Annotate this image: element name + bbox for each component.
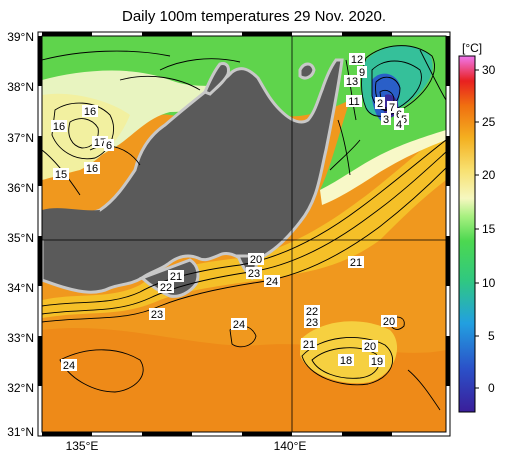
- longitude-labels: 135°E 140°E: [66, 439, 307, 453]
- contour-label: 24: [231, 318, 247, 331]
- svg-text:6: 6: [106, 140, 112, 152]
- lat-label-34: 34°N: [7, 281, 34, 295]
- svg-text:18: 18: [340, 355, 352, 367]
- land-noto: [203, 62, 230, 96]
- svg-text:24: 24: [266, 276, 278, 288]
- frame-ticks-top: [42, 32, 392, 36]
- lat-label-35: 35°N: [7, 231, 34, 245]
- svg-text:24: 24: [63, 360, 75, 372]
- svg-text:4: 4: [396, 119, 402, 131]
- ocean-eddy-east: [300, 321, 398, 384]
- ocean-yellow-band: [42, 130, 446, 318]
- svg-text:16: 16: [86, 163, 98, 175]
- lat-label-39: 39°N: [7, 30, 34, 44]
- svg-text:20: 20: [250, 254, 262, 266]
- map-frame: [37, 31, 451, 437]
- contour-label: 9: [357, 66, 367, 79]
- lat-label-36: 36°N: [7, 181, 34, 195]
- svg-text:16: 16: [53, 121, 65, 133]
- svg-text:21: 21: [170, 271, 182, 283]
- svg-text:7: 7: [389, 102, 395, 114]
- frame-ticks-bottom: [42, 432, 392, 436]
- colorbar-tick-30: 30: [482, 63, 496, 77]
- colorbar-tick-0: 0: [488, 381, 495, 395]
- contour-label: 23: [304, 316, 320, 329]
- colorbar-tick-10: 10: [482, 276, 496, 290]
- svg-text:23: 23: [248, 268, 260, 280]
- latitude-labels: 39°N 38°N 37°N 36°N 35°N 34°N 33°N 32°N …: [7, 30, 34, 439]
- svg-text:3: 3: [383, 114, 389, 126]
- contour-label: 7: [387, 101, 397, 114]
- frame-ticks-right: [446, 36, 450, 386]
- contour-label: 23: [149, 308, 165, 321]
- contour-label: 20: [248, 253, 264, 266]
- ocean-coastal-pale: [320, 130, 446, 205]
- svg-text:20: 20: [383, 316, 395, 328]
- land-sado: [298, 62, 316, 80]
- land-west: [42, 208, 100, 240]
- svg-text:22: 22: [306, 306, 318, 318]
- contour-label: 11: [346, 95, 362, 108]
- lat-label-31: 31°N: [7, 425, 34, 439]
- svg-text:17: 17: [94, 137, 106, 149]
- map-title: Daily 100m temperatures 29 Nov. 2020.: [121, 8, 387, 25]
- svg-text:24: 24: [233, 319, 245, 331]
- contour-label: 20: [381, 315, 397, 328]
- lat-label-33: 33°N: [7, 331, 34, 345]
- contour-label: 6: [104, 139, 114, 152]
- lat-label-37: 37°N: [7, 131, 34, 145]
- contour-label: 16: [84, 162, 100, 175]
- svg-text:11: 11: [348, 96, 359, 108]
- svg-text:13: 13: [346, 76, 358, 88]
- svg-text:20: 20: [364, 341, 376, 353]
- contour-label: 19: [369, 355, 385, 368]
- contour-label: 24: [61, 359, 77, 372]
- contour-label: 13: [344, 75, 360, 88]
- lon-label-135: 135°E: [66, 439, 99, 453]
- contour-label: 22: [304, 305, 320, 318]
- svg-text:15: 15: [55, 169, 67, 181]
- contour-value-labels: 12 9 13 11 2 7 3 6 5 4 16 16 17 6 15 16 …: [51, 53, 409, 372]
- colorbar-tick-15: 15: [482, 222, 496, 236]
- contour-label: 21: [301, 338, 317, 351]
- contour-label: 12: [349, 53, 365, 66]
- contour-label: 16: [51, 120, 67, 133]
- colorbar: [°C] 30 25 20 15 10 5 0: [458, 41, 496, 413]
- svg-text:16: 16: [84, 106, 96, 118]
- svg-text:2: 2: [377, 98, 383, 110]
- svg-text:19: 19: [371, 356, 383, 368]
- svg-text:21: 21: [303, 339, 315, 351]
- frame-ticks-left: [38, 36, 42, 386]
- contour-label: 21: [348, 256, 364, 269]
- svg-text:22: 22: [160, 282, 172, 294]
- svg-text:23: 23: [151, 309, 163, 321]
- colorbar-gradient: [458, 55, 476, 413]
- svg-text:23: 23: [306, 317, 318, 329]
- lat-label-38: 38°N: [7, 80, 34, 94]
- contour-label: 18: [338, 354, 354, 367]
- contour-label: 4: [394, 118, 404, 131]
- contour-label: 2: [375, 97, 385, 110]
- contour-label: 24: [264, 275, 280, 288]
- colorbar-tick-25: 25: [482, 115, 496, 129]
- contour-label: 15: [53, 168, 69, 181]
- svg-text:21: 21: [350, 257, 362, 269]
- lon-label-140: 140°E: [274, 439, 307, 453]
- contour-label: 22: [158, 281, 174, 294]
- svg-text:12: 12: [351, 54, 363, 66]
- colorbar-tick-20: 20: [482, 168, 496, 182]
- colorbar-ticks: 30 25 20 15 10 5 0: [475, 63, 496, 395]
- contour-label: 23: [246, 267, 262, 280]
- ocean-pale-west: [42, 93, 130, 180]
- colorbar-tick-5: 5: [488, 329, 495, 343]
- contour-label: 16: [82, 105, 98, 118]
- contour-label: 21: [168, 270, 184, 283]
- lat-label-32: 32°N: [7, 381, 34, 395]
- contour-label: 20: [362, 340, 378, 353]
- svg-text:9: 9: [359, 67, 365, 79]
- colorbar-unit: [°C]: [462, 41, 482, 55]
- contour-label: 3: [381, 113, 391, 126]
